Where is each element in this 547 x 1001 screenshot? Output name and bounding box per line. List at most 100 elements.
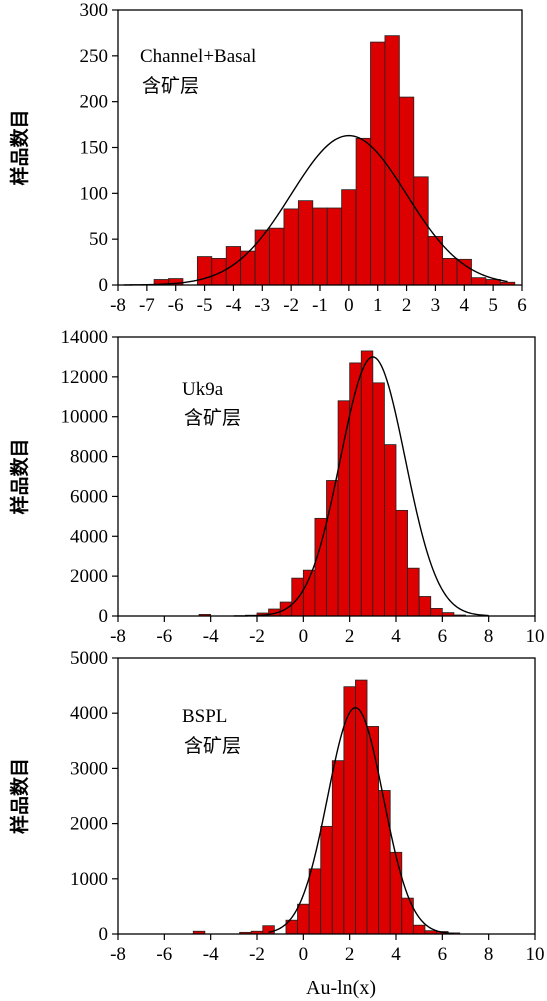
x-tick-label: -6 <box>156 944 172 965</box>
histogram-bar <box>370 41 386 286</box>
histogram-bar <box>430 608 443 617</box>
y-tick-label: 3000 <box>70 758 108 779</box>
y-tick-label: 1000 <box>70 869 108 890</box>
x-tick-label: 8 <box>484 944 494 965</box>
series-label-bspl: BSPL <box>182 706 227 727</box>
y-tick-label: 2000 <box>70 566 108 587</box>
x-tick-label: -2 <box>249 626 265 647</box>
histogram-bar <box>254 229 270 286</box>
x-tick-label: -5 <box>197 295 213 316</box>
y-tick-label: 4000 <box>70 703 108 724</box>
histogram-bar <box>355 679 368 935</box>
y-tick-label: 12000 <box>61 367 109 388</box>
plot-frame <box>117 336 536 617</box>
histogram-bar <box>398 96 415 286</box>
x-tick-label: 6 <box>517 295 527 316</box>
histogram-bar <box>320 825 333 935</box>
histogram-bar <box>269 227 285 286</box>
histogram-bar <box>314 517 327 617</box>
histogram-bar <box>326 480 339 617</box>
x-tick-label: 10 <box>526 626 545 647</box>
histogram-bar <box>395 509 408 617</box>
y-tick-label: 0 <box>99 924 109 945</box>
histogram-bar <box>326 207 343 286</box>
histogram-bar <box>384 444 397 617</box>
y-tick-label: 8000 <box>70 447 108 468</box>
x-tick-label: 0 <box>299 944 309 965</box>
histogram-bar <box>331 760 345 935</box>
y-tick-label: 0 <box>99 275 109 296</box>
histogram-bar <box>442 258 458 286</box>
normal-fit-curve <box>123 134 508 286</box>
x-tick-label: 4 <box>391 626 401 647</box>
histogram-bar <box>291 577 304 617</box>
histogram-bar <box>343 686 356 935</box>
histogram-bar <box>360 350 374 617</box>
y-tick-label: 50 <box>89 229 108 250</box>
x-tick-label: 0 <box>344 295 354 316</box>
y-tick-label: 150 <box>80 138 109 159</box>
x-tick-label: -4 <box>203 944 219 965</box>
histogram-bar <box>196 256 213 286</box>
x-tick-label: 3 <box>431 295 441 316</box>
histogram-bar <box>366 726 380 935</box>
x-tick-label: 8 <box>484 626 494 647</box>
y-tick-label: 300 <box>80 0 109 21</box>
histogram-bar <box>283 208 299 286</box>
plot-frame <box>117 657 536 935</box>
x-tick-label: -8 <box>110 295 126 316</box>
histogram-bar <box>456 258 472 286</box>
y-axis-title: 样品数目 <box>8 109 31 185</box>
x-axis-title: Au-ln(x) <box>306 977 376 999</box>
x-tick-label: -8 <box>110 944 126 965</box>
histogram-bar <box>384 35 400 286</box>
y-tick-label: 6000 <box>70 486 108 507</box>
normal-fit-curve <box>233 356 489 617</box>
x-tick-label: -3 <box>254 295 270 316</box>
histogram-panel-bspl: 0 1000 2000 3000 4000 5000 -8 -6 -4 -2 0 2 4 6 8 10 样品数目… <box>8 648 545 965</box>
y-tick-label: 14000 <box>61 327 109 348</box>
histogram-bar <box>211 258 227 286</box>
x-tick-label: -4 <box>226 295 242 316</box>
histogram-bar <box>349 362 362 617</box>
y-tick-label: 100 <box>80 183 109 204</box>
x-tick-label: 2 <box>345 944 355 965</box>
x-tick-label: -6 <box>156 626 172 647</box>
histogram-bar <box>427 236 444 286</box>
histogram-bar <box>337 400 351 617</box>
series-label-subtitle: 含矿层 <box>184 735 241 757</box>
y-tick-label: 250 <box>80 46 109 67</box>
series-label-channel-basal: Channel+Basal <box>140 46 256 67</box>
histogram-bar <box>407 567 420 617</box>
y-tick-label: 5000 <box>70 648 108 669</box>
histogram-bar <box>355 137 371 286</box>
series-label-subtitle: 含矿层 <box>142 75 199 97</box>
y-axis-title: 样品数目 <box>8 438 31 514</box>
series-label-subtitle: 含矿层 <box>184 407 241 429</box>
x-tick-label: 6 <box>438 626 448 647</box>
x-tick-label: -7 <box>139 295 155 316</box>
normal-fit-curve <box>268 706 454 935</box>
x-tick-label: 10 <box>526 944 545 965</box>
y-tick-label: 0 <box>99 606 109 627</box>
histogram-bar <box>312 207 328 286</box>
histogram-bar <box>389 851 403 935</box>
x-tick-label: -1 <box>312 295 328 316</box>
x-tick-label: -2 <box>283 295 299 316</box>
x-tick-label: 2 <box>402 295 412 316</box>
histogram-bar <box>378 790 391 935</box>
histogram-bar <box>413 176 429 286</box>
x-tick-label: 5 <box>488 295 498 316</box>
series-label-uk9a: Uk9a <box>182 379 224 400</box>
histogram-bar <box>262 925 275 935</box>
x-tick-label: 4 <box>391 944 401 965</box>
x-tick-label: 2 <box>345 626 355 647</box>
x-tick-label: 6 <box>438 944 448 965</box>
x-tick-label: -8 <box>110 626 126 647</box>
histogram-bar <box>225 246 242 286</box>
histogram-bar <box>372 382 385 617</box>
y-tick-label: 4000 <box>70 526 108 547</box>
histogram-bar <box>471 277 487 286</box>
y-tick-label: 200 <box>80 92 109 113</box>
